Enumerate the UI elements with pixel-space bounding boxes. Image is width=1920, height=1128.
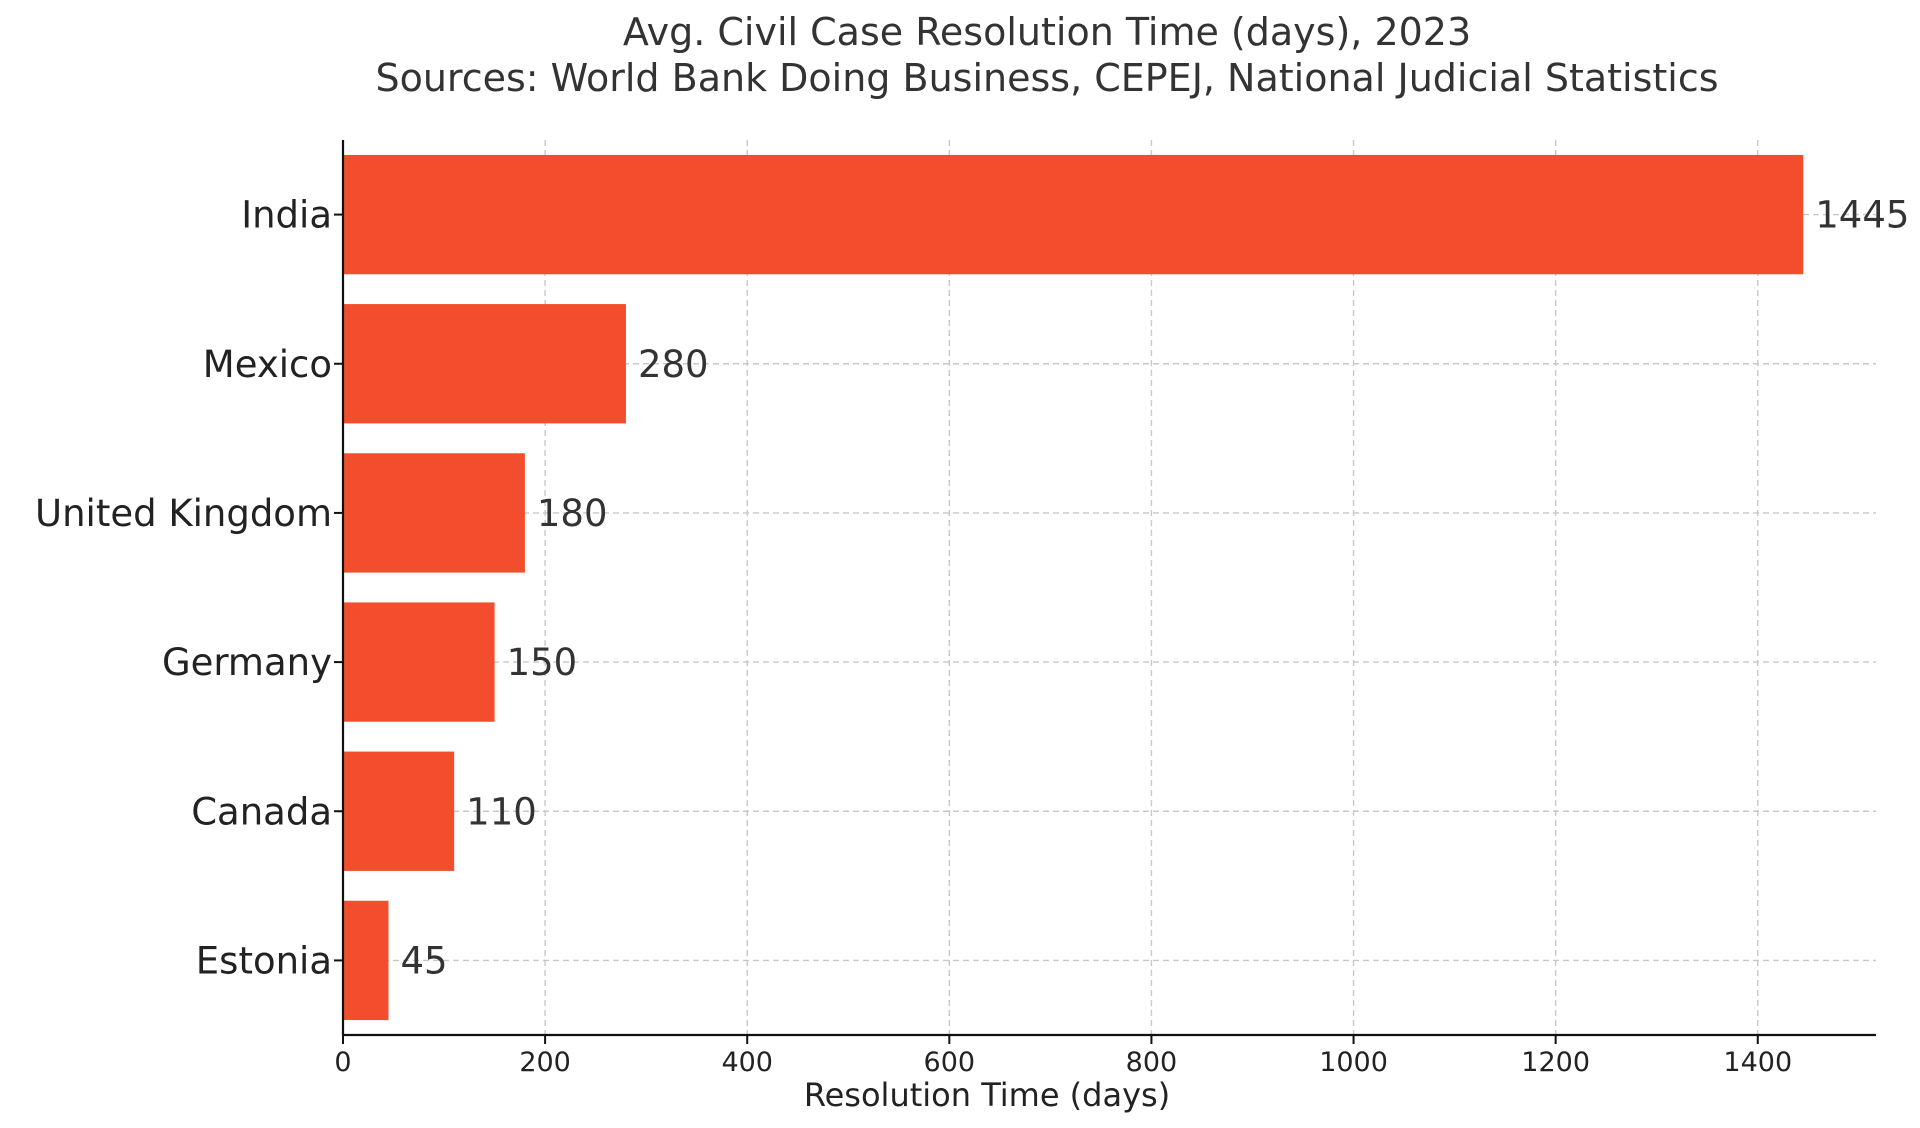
x-tick-label-800: 800 bbox=[1126, 1047, 1178, 1078]
data-label-germany: 150 bbox=[507, 641, 578, 684]
bar-united-kingdom bbox=[343, 453, 525, 573]
labels-layer: India 1445 Mexico 280 United Kingdom 180 Germa… bbox=[35, 194, 1909, 1078]
category-label-mexico: Mexico bbox=[203, 343, 332, 386]
category-label-india: India bbox=[241, 194, 332, 237]
category-label-estonia: Estonia bbox=[196, 939, 332, 982]
x-tick-label-400: 400 bbox=[721, 1047, 773, 1078]
chart-title: Avg. Civil Case Resolution Time (days), … bbox=[623, 10, 1471, 54]
bar-estonia bbox=[343, 900, 389, 1021]
category-label-germany: Germany bbox=[162, 641, 332, 684]
x-tick-label-200: 200 bbox=[519, 1047, 571, 1078]
chart-subtitle: Sources: World Bank Doing Business, CEPE… bbox=[375, 56, 1718, 100]
x-ticks-layer bbox=[334, 213, 1759, 1044]
bar-india bbox=[343, 154, 1804, 275]
category-label-united-kingdom: United Kingdom bbox=[35, 492, 332, 535]
bars-layer bbox=[343, 154, 1804, 1021]
data-label-estonia: 45 bbox=[400, 939, 447, 982]
x-axis-title: Resolution Time (days) bbox=[804, 1076, 1170, 1114]
x-tick-label-600: 600 bbox=[924, 1047, 976, 1078]
bar-mexico bbox=[343, 304, 626, 424]
data-label-canada: 110 bbox=[466, 790, 537, 833]
axes-layer bbox=[341, 140, 1876, 1037]
x-tick-label-1400: 1400 bbox=[1723, 1047, 1792, 1078]
x-tick-label-0: 0 bbox=[334, 1047, 351, 1078]
x-tick-label-1000: 1000 bbox=[1319, 1047, 1388, 1078]
x-tick-label-1200: 1200 bbox=[1521, 1047, 1590, 1078]
bar-canada bbox=[343, 751, 455, 871]
data-label-mexico: 280 bbox=[638, 343, 709, 386]
bar-germany bbox=[343, 602, 495, 722]
category-label-canada: Canada bbox=[191, 790, 332, 833]
data-label-india: 1445 bbox=[1815, 194, 1909, 237]
data-label-united-kingdom: 180 bbox=[537, 492, 608, 535]
